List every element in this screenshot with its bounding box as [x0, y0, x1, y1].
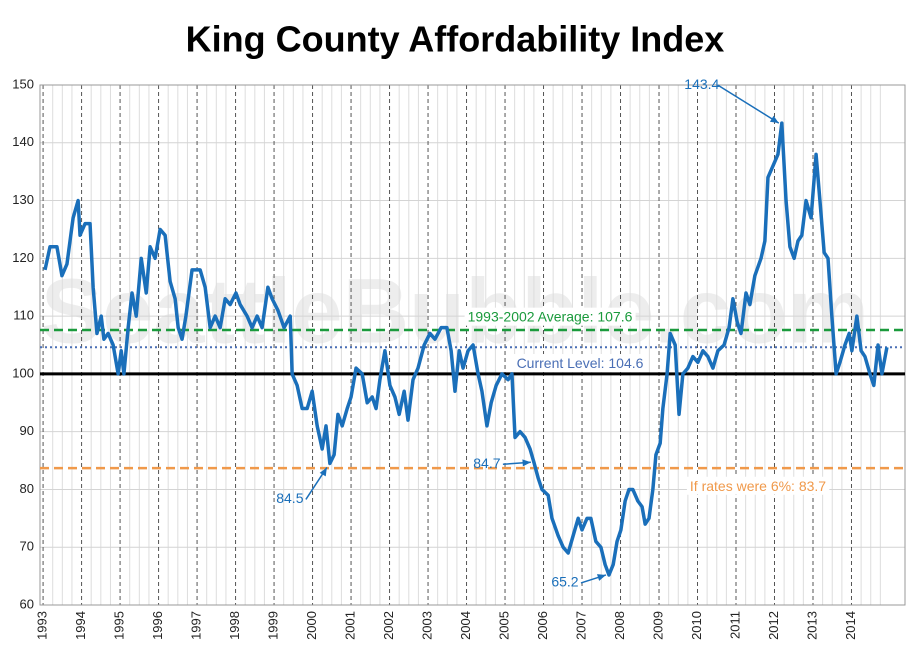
- x-tick-label: 2010: [689, 611, 704, 640]
- y-tick-label: 80: [20, 481, 34, 496]
- annotation-label: 143.4: [684, 76, 719, 92]
- x-tick-label: 2013: [804, 611, 819, 640]
- y-tick-label: 130: [12, 192, 34, 207]
- x-tick-label: 2005: [496, 611, 511, 640]
- y-tick-label: 120: [12, 250, 34, 265]
- y-tick-label: 150: [12, 76, 34, 91]
- x-tick-label: 1998: [227, 611, 242, 640]
- y-tick-label: 60: [20, 596, 34, 611]
- x-tick-label: 2006: [535, 611, 550, 640]
- x-tick-label: 2004: [458, 611, 473, 640]
- x-tick-label: 1997: [189, 611, 204, 640]
- annotation-arrowhead: [597, 574, 606, 581]
- y-tick-label: 90: [20, 423, 34, 438]
- annotation-arrowhead: [769, 115, 779, 124]
- x-tick-label: 1996: [150, 611, 165, 640]
- x-tick-label: 2008: [612, 611, 627, 640]
- x-tick-label: 1999: [265, 611, 280, 640]
- x-tick-label: 2002: [381, 611, 396, 640]
- reference-label: If rates were 6%: 83.7: [690, 478, 826, 494]
- label-background: [513, 354, 647, 373]
- plot-frame: [39, 84, 906, 606]
- chart-title: King County Affordability Index: [186, 19, 725, 60]
- x-tick-label: 2001: [342, 611, 357, 640]
- y-tick-label: 110: [13, 308, 34, 323]
- y-tick-label: 70: [20, 539, 34, 554]
- x-tick-label: 2000: [304, 611, 319, 640]
- x-tick-label: 1993: [35, 611, 50, 640]
- x-tick-label: 1994: [73, 611, 88, 640]
- y-tick-label: 100: [12, 365, 34, 380]
- reference-label: 1993-2002 Average: 107.6: [468, 309, 633, 325]
- annotation-arrow: [717, 84, 780, 124]
- x-tick-label: 2009: [650, 611, 665, 640]
- annotation-arrowhead: [522, 459, 531, 467]
- x-tick-label: 2012: [766, 611, 781, 640]
- reference-label: Current Level: 104.6: [517, 355, 644, 371]
- annotation-label: 84.7: [473, 455, 500, 471]
- annotation-label: 84.5: [276, 490, 303, 506]
- annotation-label: 65.2: [551, 574, 578, 590]
- x-tick-label: 2003: [419, 611, 434, 640]
- y-tick-label: 140: [12, 134, 34, 149]
- label-background: [686, 476, 830, 495]
- x-tick-label: 2014: [843, 611, 858, 640]
- x-tick-label: 2011: [727, 611, 742, 639]
- x-tick-label: 1995: [112, 611, 127, 640]
- annotation-arrowhead: [319, 467, 327, 477]
- x-tick-label: 2007: [573, 611, 588, 640]
- label-background: [464, 307, 636, 326]
- data-line: [43, 121, 889, 577]
